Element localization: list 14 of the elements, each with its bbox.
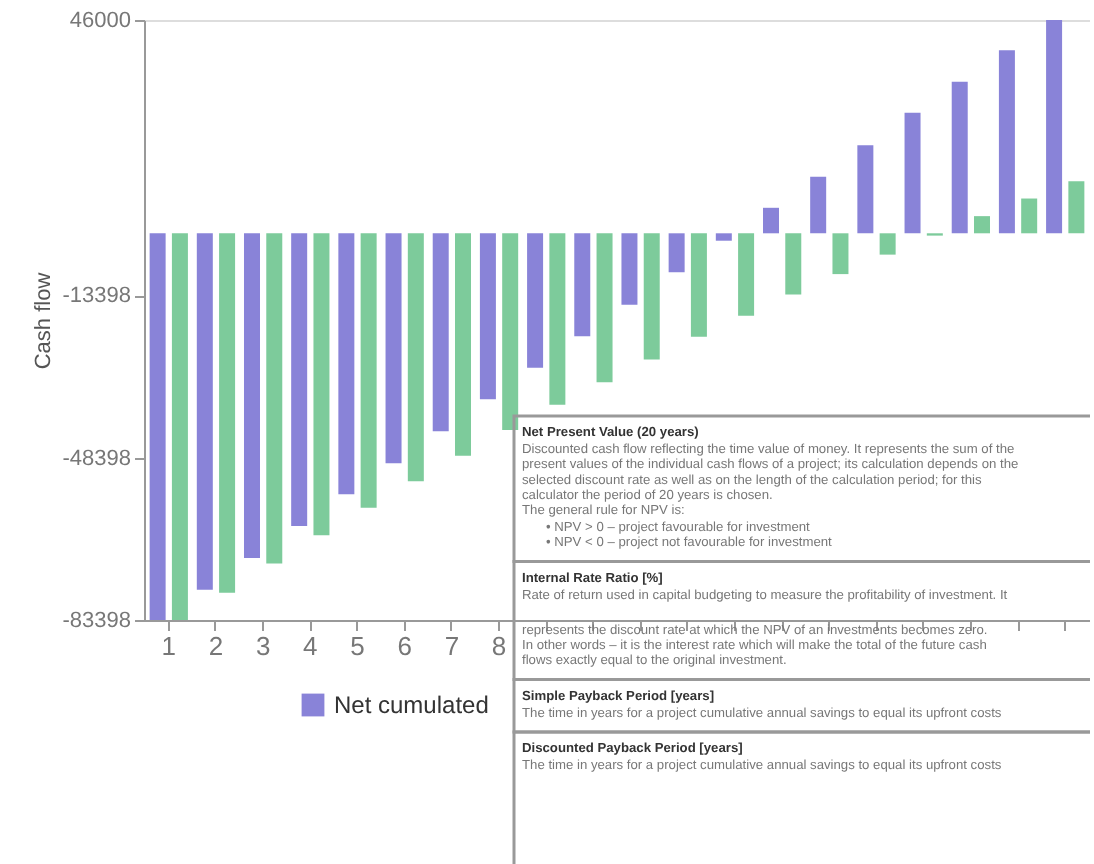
x-tick-label: 5 [350,631,365,661]
x-tick-label: 6 [397,631,412,661]
x-tick-label: 4 [303,631,318,661]
y-axis-title: Cash flow [32,272,57,370]
y-tick-label: -48398 [62,446,131,471]
y-tick-label: 46000 [69,9,131,33]
x-tick-label: 2 [208,631,224,661]
y-tick-label: -83398 [62,609,131,633]
x-tick-label: 7 [444,631,460,661]
x-tick-label: 3 [255,631,271,661]
x-tick-label: 1 [161,631,176,661]
x-tick-label: 8 [491,631,507,661]
y-tick-label: -13398 [62,284,131,309]
legend-label: Net cumulated [334,691,489,719]
